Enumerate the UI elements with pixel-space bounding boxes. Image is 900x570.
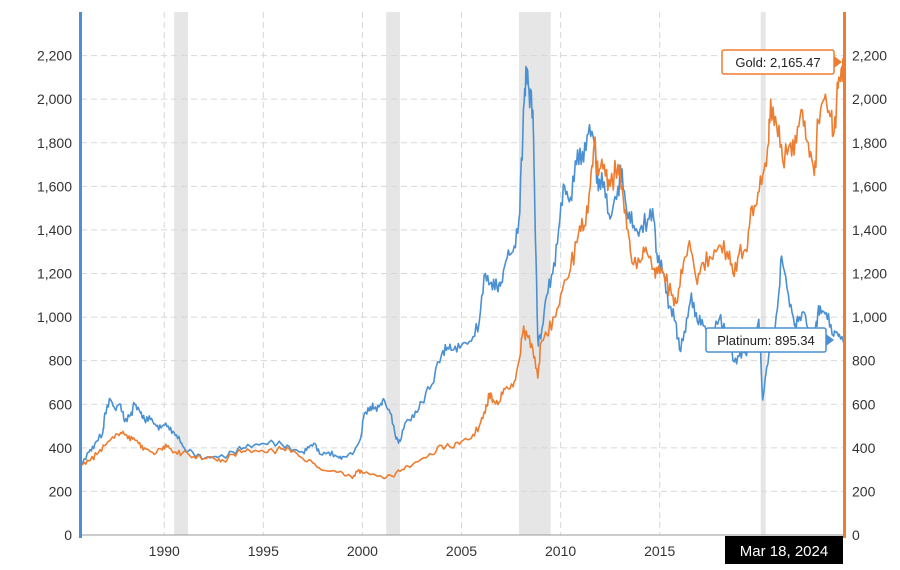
platinum-tooltip-text: Platinum: 895.34	[717, 333, 815, 348]
gold-tooltip-text: Gold: 2,165.47	[735, 55, 820, 70]
y-tick-label-left: 1,600	[37, 178, 72, 194]
x-axis: 1990 1995 2000 2005 2010 2015	[149, 543, 676, 559]
y-tick-label-right: 0	[852, 527, 860, 543]
platinum-series-line	[80, 65, 845, 466]
date-tooltip-text: Mar 18, 2024	[740, 543, 828, 560]
y-tick-label-left: 1,800	[37, 135, 72, 151]
y-tick-label-right: 200	[852, 483, 876, 499]
y-tick-label-right: 1,600	[852, 178, 887, 194]
gold-tooltip: Gold: 2,165.47	[721, 49, 842, 75]
y-tick-label-left: 800	[49, 353, 73, 369]
x-tick-label: 2005	[446, 543, 477, 559]
date-tooltip: Mar 18, 2024	[725, 536, 843, 564]
y-tick-label-right: 2,000	[852, 91, 887, 107]
y-tick-label-left: 600	[49, 396, 73, 412]
y-tick-label-left: 400	[49, 440, 73, 456]
x-tick-label: 2015	[644, 543, 675, 559]
x-tick-label: 1995	[248, 543, 279, 559]
y-tick-label-left: 1,200	[37, 266, 72, 282]
gold-series-line	[80, 57, 845, 480]
platinum-tooltip: Platinum: 895.34	[705, 327, 834, 353]
y-axis-right: 0 200 400 600 800 1,000 1,200 1,400 1,600 1,800 2,…	[852, 48, 887, 543]
y-tick-label-left: 0	[64, 527, 72, 543]
y-tick-label-right: 400	[852, 440, 876, 456]
x-tick-label: 2000	[347, 543, 378, 559]
y-tick-label-right: 1,800	[852, 135, 887, 151]
y-tick-label-right: 2,200	[852, 48, 887, 64]
left-navigator-handle[interactable]	[79, 12, 82, 538]
y-tick-label-right: 1,200	[852, 266, 887, 282]
y-tick-label-left: 2,200	[37, 48, 72, 64]
y-tick-label-left: 1,000	[37, 309, 72, 325]
right-navigator-handle[interactable]	[843, 12, 846, 538]
series-lines	[80, 57, 845, 480]
y-tick-label-right: 1,400	[852, 222, 887, 238]
y-tick-label-left: 200	[49, 483, 73, 499]
y-tick-label-right: 800	[852, 353, 876, 369]
y-axis-left: 0 200 400 600 800 1,000 1,200 1,400 1,600 1,800 2,…	[37, 48, 72, 543]
y-tick-label-right: 600	[852, 396, 876, 412]
x-tick-label: 2010	[545, 543, 576, 559]
x-tick-label: 1990	[149, 543, 180, 559]
y-tick-label-right: 1,000	[852, 309, 887, 325]
y-tick-label-left: 2,000	[37, 91, 72, 107]
y-tick-label-left: 1,400	[37, 222, 72, 238]
